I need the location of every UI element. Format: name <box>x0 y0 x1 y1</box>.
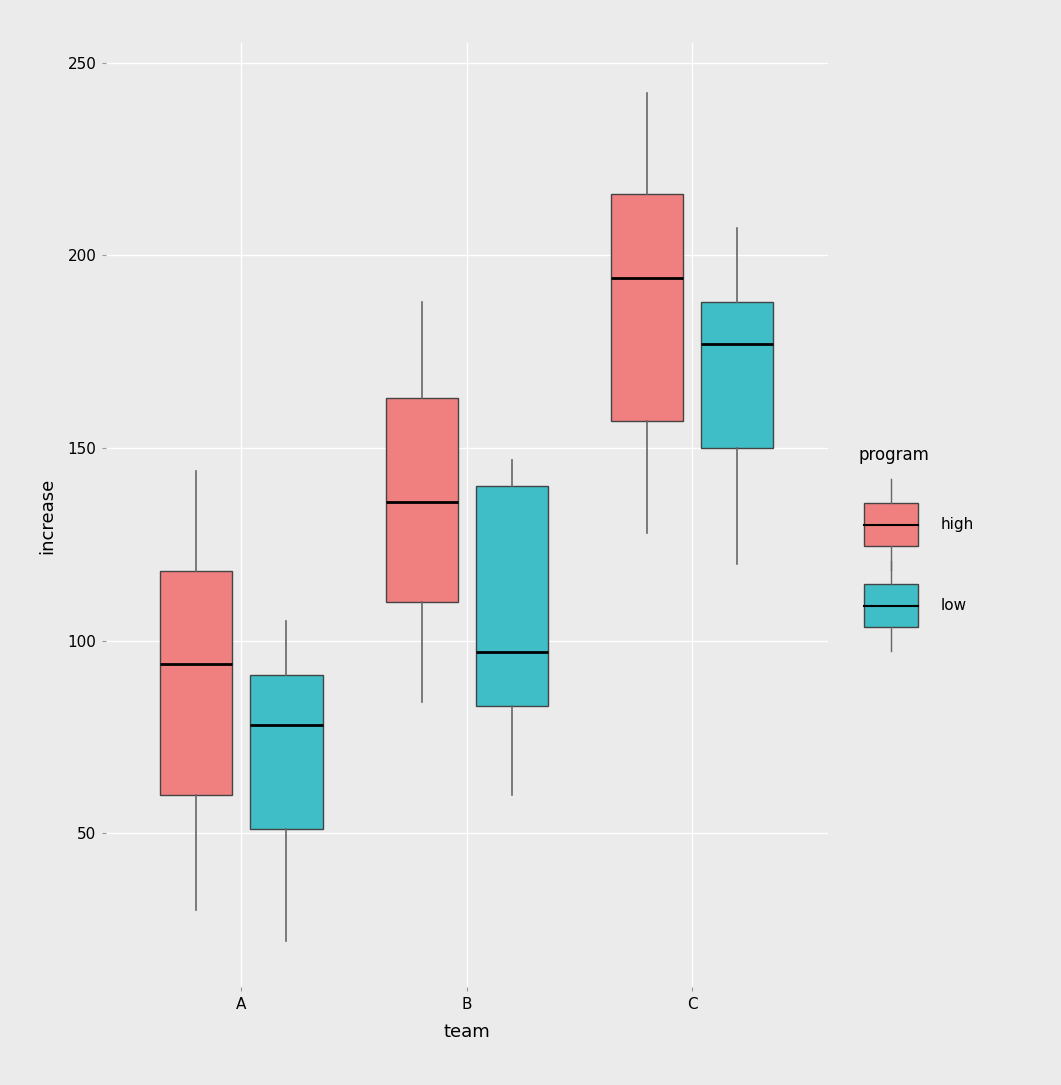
PathPatch shape <box>386 398 458 602</box>
X-axis label: team: team <box>443 1023 490 1042</box>
Text: high: high <box>940 518 974 533</box>
PathPatch shape <box>475 486 549 706</box>
PathPatch shape <box>160 571 232 794</box>
Text: low: low <box>940 598 967 613</box>
Y-axis label: increase: increase <box>38 477 56 553</box>
PathPatch shape <box>611 193 683 421</box>
PathPatch shape <box>701 302 773 448</box>
PathPatch shape <box>250 675 323 829</box>
Text: program: program <box>858 446 929 464</box>
